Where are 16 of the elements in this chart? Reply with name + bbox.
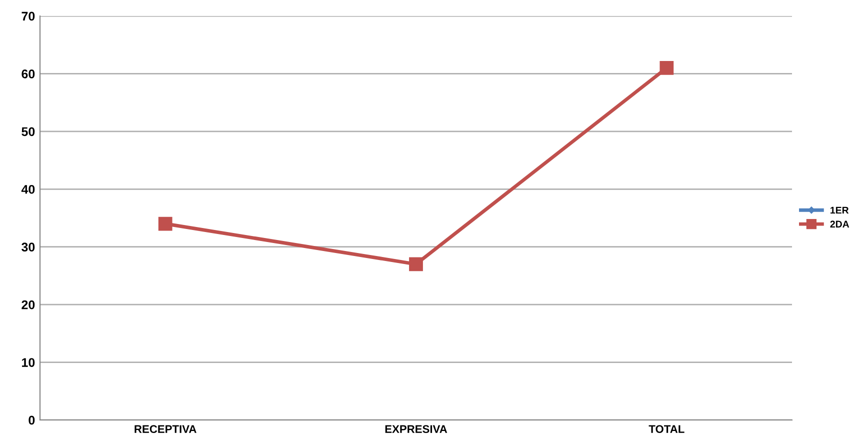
x-tick-label: EXPRESIVA (385, 425, 448, 434)
y-tick-label: 20 (22, 300, 35, 310)
y-tick-label: 60 (22, 70, 35, 78)
x-tick-label: TOTAL (648, 425, 684, 434)
y-tick-label: 40 (21, 184, 35, 194)
y-tick-label: 10 (22, 358, 35, 367)
y-tick-label: 70 (22, 12, 35, 21)
y-tick-label: 30 (22, 242, 35, 252)
y-tick-label: 0 (28, 416, 35, 425)
point (660, 61, 674, 75)
point (409, 257, 423, 272)
legend-label: 1ER (830, 206, 849, 214)
point (158, 216, 172, 231)
legend-label: 2DA (830, 220, 850, 228)
x-tick-label: RECEPTIVA (134, 425, 196, 434)
y-tick-label: 50 (22, 127, 35, 136)
